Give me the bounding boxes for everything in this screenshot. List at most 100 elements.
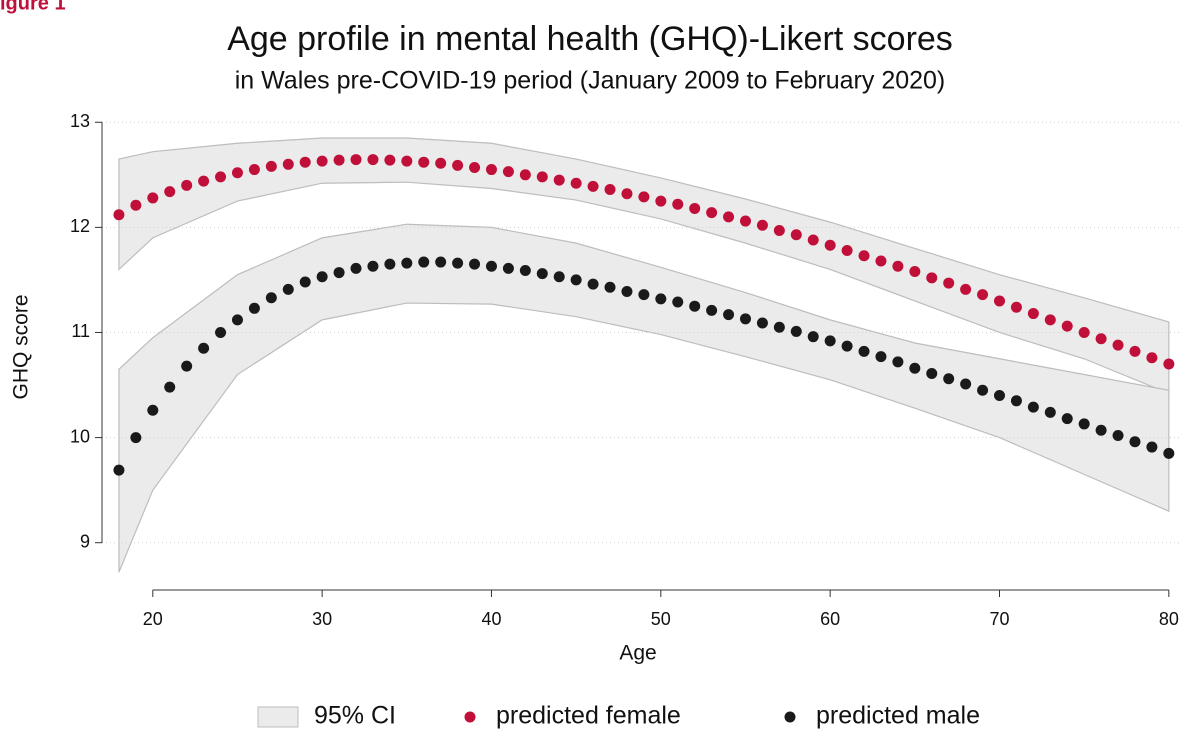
point xyxy=(587,180,599,192)
legend-marker xyxy=(464,711,476,723)
point xyxy=(875,351,887,363)
point xyxy=(892,260,904,272)
point xyxy=(316,155,328,167)
legend-label: 95% CI xyxy=(314,702,396,730)
point xyxy=(469,161,481,173)
point xyxy=(994,390,1005,402)
point xyxy=(1010,301,1022,313)
point xyxy=(824,239,836,251)
point xyxy=(621,285,633,297)
x-tick-label: 80 xyxy=(1159,609,1179,629)
point xyxy=(265,160,277,172)
ci-band xyxy=(118,223,1170,573)
point xyxy=(1078,326,1090,338)
point xyxy=(164,381,176,393)
y-tick-label: 11 xyxy=(71,321,90,341)
point xyxy=(960,378,972,390)
point xyxy=(299,156,311,168)
point xyxy=(452,159,464,171)
point xyxy=(604,184,616,196)
point xyxy=(1027,401,1039,413)
point xyxy=(604,281,616,293)
point xyxy=(130,199,142,211)
y-tick-label: 13 xyxy=(70,111,90,131)
point xyxy=(655,293,667,305)
point xyxy=(909,266,921,278)
legend-label: predicted male xyxy=(816,702,980,730)
point xyxy=(790,229,802,241)
point xyxy=(130,432,142,444)
point xyxy=(621,188,633,200)
point xyxy=(502,262,514,274)
point xyxy=(1163,358,1175,370)
point xyxy=(723,309,735,321)
point xyxy=(756,219,768,231)
point xyxy=(638,191,650,203)
point xyxy=(1146,352,1158,364)
point xyxy=(485,164,497,176)
point xyxy=(858,345,870,357)
point xyxy=(570,177,582,189)
point xyxy=(553,174,565,186)
point xyxy=(892,356,904,368)
point xyxy=(994,295,1005,307)
point xyxy=(316,271,328,283)
point xyxy=(672,296,684,308)
point xyxy=(231,167,243,179)
point xyxy=(113,464,125,476)
y-tick-label: 12 xyxy=(70,216,90,236)
legend-label: predicted female xyxy=(496,702,681,730)
y-tick-label: 9 xyxy=(80,531,90,551)
point xyxy=(401,257,413,269)
point xyxy=(367,260,379,272)
point xyxy=(570,274,582,286)
point xyxy=(1078,418,1090,430)
point xyxy=(502,166,514,178)
point xyxy=(1044,406,1056,418)
point xyxy=(773,321,785,333)
legend-marker xyxy=(784,711,796,723)
point xyxy=(689,202,701,214)
point xyxy=(536,268,548,280)
point xyxy=(926,367,938,379)
point xyxy=(858,250,870,262)
y-tick-label: 10 xyxy=(70,426,90,446)
point xyxy=(1129,436,1141,448)
point xyxy=(926,272,938,284)
point xyxy=(655,195,667,207)
point xyxy=(469,258,481,270)
point xyxy=(1044,314,1056,326)
point xyxy=(231,314,243,326)
point xyxy=(960,283,972,295)
point xyxy=(299,276,311,288)
point xyxy=(435,256,447,268)
point xyxy=(672,198,684,210)
point xyxy=(723,211,735,223)
point xyxy=(706,207,718,219)
point xyxy=(485,260,497,272)
x-tick-label: 40 xyxy=(481,609,501,629)
point xyxy=(807,234,819,246)
point xyxy=(807,331,819,343)
point xyxy=(689,300,701,312)
point xyxy=(1027,308,1039,320)
point xyxy=(452,257,464,269)
chart-subtitle: in Wales pre-COVID-19 period (January 20… xyxy=(235,67,946,95)
point xyxy=(1163,447,1175,459)
point xyxy=(706,304,718,316)
y-axis-label: GHQ score xyxy=(10,294,33,399)
point xyxy=(1095,333,1107,345)
point xyxy=(384,258,396,270)
point xyxy=(1095,424,1107,436)
point xyxy=(181,179,193,191)
point xyxy=(215,171,227,183)
point xyxy=(841,244,853,256)
point xyxy=(350,262,362,274)
point xyxy=(401,155,413,167)
point xyxy=(367,154,379,166)
x-tick-label: 70 xyxy=(989,609,1009,629)
point xyxy=(519,264,531,276)
point xyxy=(943,373,955,385)
point xyxy=(756,317,768,329)
